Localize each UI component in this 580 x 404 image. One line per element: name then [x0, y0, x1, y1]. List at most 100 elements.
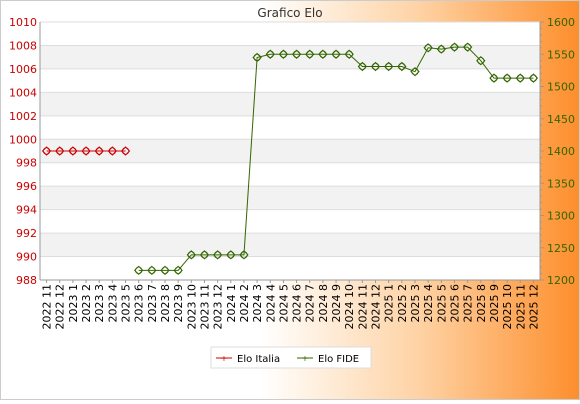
data-point-elo-fide [383, 61, 394, 72]
data-point-elo-fide [449, 42, 460, 52]
data-point-ring-elo-italia [95, 147, 103, 155]
data-point-elo-fide [331, 49, 341, 59]
data-point-ring-elo-fide [345, 50, 353, 58]
x-tick-label: 2023 4 [106, 284, 119, 323]
left-tick-label: 996 [16, 180, 37, 193]
x-tick-label: 2024 9 [330, 284, 343, 323]
right-axis: 1200 1250 1300 1350 1400 1450 1500 1550 1600 [539, 16, 575, 287]
right-tick-label: 1600 [547, 16, 575, 29]
x-tick-label: 2025 12 [527, 284, 540, 330]
x-tick-label: 2024 2 [238, 284, 251, 323]
x-tick-label: 2024 7 [304, 284, 317, 323]
data-point-elo-fide [476, 55, 486, 66]
x-tick-label: 2025 3 [409, 284, 422, 323]
data-point-ring-elo-fide [213, 251, 222, 259]
data-point-ring-elo-fide [450, 43, 459, 51]
data-point-elo-italia [120, 146, 131, 156]
data-point-ring-elo-fide [134, 266, 143, 275]
x-tick-label: 2024 6 [291, 284, 304, 323]
data-point-elo-fide [133, 265, 144, 276]
data-point-ring-elo-fide [384, 62, 393, 71]
data-point-elo-fide [147, 265, 157, 276]
x-tick-label: 2025 11 [514, 284, 527, 330]
data-point-ring-elo-fide [371, 62, 380, 71]
data-point-elo-fide [370, 61, 381, 72]
data-point-elo-fide [291, 49, 302, 59]
data-point-ring-elo-italia [69, 147, 77, 155]
data-point-ring-elo-fide [411, 67, 419, 76]
data-point-elo-fide [357, 61, 368, 72]
data-point-elo-fide [462, 42, 473, 52]
x-tick-label: 2024 1 [225, 284, 238, 323]
left-tick-label: 1006 [9, 63, 37, 76]
data-point-elo-fide [515, 73, 525, 83]
right-tick-label: 1300 [547, 210, 575, 223]
left-tick-label: 1010 [9, 16, 37, 29]
data-point-ring-elo-fide [161, 266, 169, 275]
data-point-ring-elo-fide [306, 50, 314, 58]
right-tick-label: 1550 [547, 48, 575, 61]
data-point-elo-italia [41, 146, 52, 156]
right-tick-label: 1350 [547, 177, 575, 190]
data-point-elo-fide [278, 49, 289, 59]
data-point-elo-fide [265, 49, 275, 59]
data-point-ring-elo-fide [424, 44, 432, 52]
series-elo-italia [41, 146, 131, 156]
data-point-elo-fide [502, 73, 512, 83]
left-tick-label: 1002 [9, 110, 37, 123]
legend-marker-italia: + [221, 354, 228, 363]
series-elo-fide [133, 42, 539, 276]
x-tick-label: 2025 5 [435, 284, 448, 323]
data-point-ring-elo-fide [187, 251, 196, 259]
x-tick-label: 2023 8 [159, 284, 172, 323]
data-point-ring-elo-fide [148, 266, 156, 275]
right-tick-label: 1500 [547, 81, 575, 94]
x-tick-label: 2024 8 [317, 284, 330, 323]
data-point-ring-elo-fide [529, 74, 538, 82]
right-tick-label: 1450 [547, 113, 575, 126]
data-point-ring-elo-italia [82, 147, 90, 155]
grid-band [40, 45, 540, 69]
x-tick-label: 2025 1 [383, 284, 396, 323]
left-tick-label: 992 [16, 227, 37, 240]
data-point-ring-elo-italia [42, 147, 51, 155]
left-tick-label: 998 [16, 157, 37, 170]
x-tick-label: 2022 12 [54, 284, 67, 330]
data-point-ring-elo-italia [56, 147, 64, 155]
data-point-ring-elo-fide [477, 57, 485, 65]
data-point-elo-fide [186, 250, 197, 260]
data-point-elo-fide [489, 73, 499, 83]
x-tick-label: 2023 12 [212, 284, 225, 330]
data-point-ring-elo-fide [319, 50, 327, 58]
data-point-ring-elo-fide [174, 266, 182, 275]
x-axis: 2022 11 2022 12 2023 1 2023 2 2023 3 2023 4 20… [40, 279, 540, 330]
data-point-elo-fide [160, 265, 170, 276]
x-tick-label: 2025 10 [501, 284, 514, 330]
data-point-ring-elo-italia [108, 147, 117, 155]
data-point-ring-elo-fide [266, 50, 274, 58]
x-tick-label: 2023 5 [120, 284, 133, 323]
data-point-ring-elo-fide [279, 50, 288, 58]
legend-marker-fide: + [302, 354, 309, 363]
left-tick-label: 1008 [9, 39, 37, 52]
x-tick-label: 2022 11 [41, 284, 54, 330]
data-point-ring-elo-fide [240, 251, 248, 259]
data-point-ring-elo-fide [463, 43, 472, 51]
x-tick-label: 2024 3 [251, 284, 264, 323]
x-tick-label: 2023 11 [198, 284, 211, 330]
x-tick-label: 2025 4 [422, 284, 435, 323]
data-point-ring-elo-fide [437, 45, 446, 53]
x-tick-label: 2024 11 [356, 284, 369, 330]
right-tick-label: 1250 [547, 242, 575, 255]
x-tick-label: 2024 12 [370, 284, 383, 330]
x-tick-label: 2023 2 [80, 284, 93, 323]
data-point-ring-elo-fide [253, 53, 261, 62]
x-tick-label: 2024 4 [264, 284, 277, 323]
x-tick-label: 2024 5 [277, 284, 290, 323]
x-tick-label: 2025 2 [396, 284, 409, 323]
data-point-elo-fide [344, 49, 354, 59]
legend: + Elo Italia + Elo FIDE [210, 346, 372, 369]
data-point-elo-fide [436, 44, 447, 54]
data-point-ring-elo-fide [490, 74, 498, 82]
